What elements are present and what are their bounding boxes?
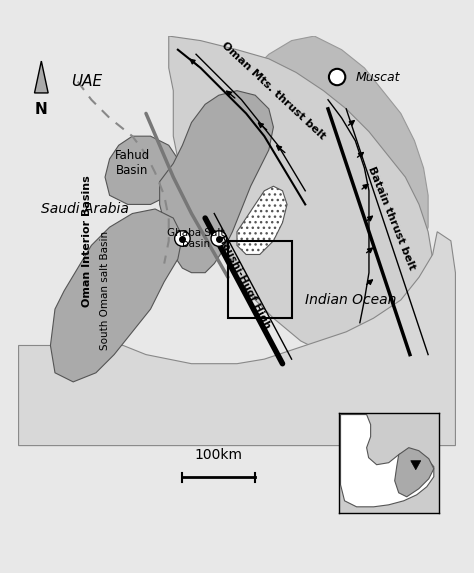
Text: UAE: UAE: [71, 74, 102, 89]
Text: Saudi Arabia: Saudi Arabia: [41, 202, 129, 216]
Polygon shape: [35, 61, 48, 93]
Polygon shape: [50, 209, 182, 382]
Text: Ghaba Salt
basin: Ghaba Salt basin: [167, 227, 225, 249]
Circle shape: [174, 231, 190, 246]
Polygon shape: [395, 448, 434, 497]
Polygon shape: [411, 461, 421, 470]
Text: Indian Ocean: Indian Ocean: [305, 293, 396, 307]
Text: 100km: 100km: [195, 448, 243, 461]
Circle shape: [329, 69, 345, 85]
Polygon shape: [237, 186, 287, 254]
Polygon shape: [169, 36, 433, 364]
Polygon shape: [105, 136, 178, 205]
Text: Oman Interior Basins: Oman Interior Basins: [82, 175, 92, 307]
Bar: [228, 241, 292, 318]
Text: Haushi-Huqf High: Haushi-Huqf High: [216, 233, 272, 330]
Text: South Oman salt Basin: South Oman salt Basin: [100, 231, 110, 351]
Text: N: N: [35, 102, 48, 117]
Text: Fahud
Basin: Fahud Basin: [115, 150, 150, 178]
Polygon shape: [160, 91, 273, 273]
Text: Batain thrust belt: Batain thrust belt: [366, 165, 417, 271]
Text: Oman Mts. thrust belt: Oman Mts. thrust belt: [219, 40, 327, 142]
Polygon shape: [18, 231, 456, 446]
Text: Muscat: Muscat: [356, 70, 400, 84]
Polygon shape: [340, 415, 434, 507]
Circle shape: [211, 231, 227, 246]
Polygon shape: [219, 36, 428, 341]
